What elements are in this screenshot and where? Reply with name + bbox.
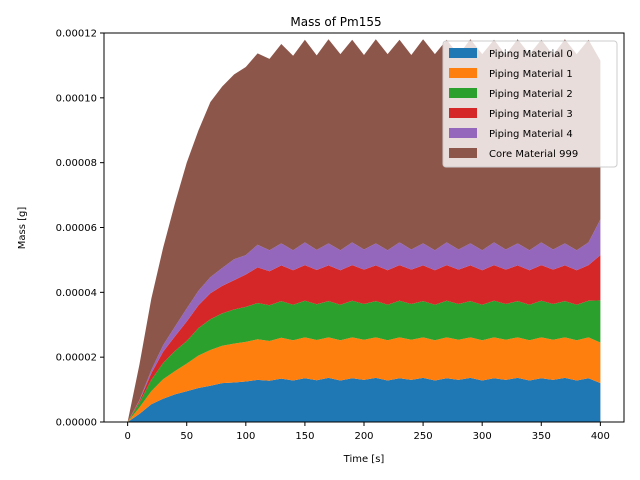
x-tick-label: 0 <box>124 431 130 442</box>
legend-label: Piping Material 2 <box>489 89 573 100</box>
legend-swatch <box>449 68 477 78</box>
y-tick-label: 0.00006 <box>56 223 97 234</box>
x-tick-label: 150 <box>295 431 314 442</box>
legend: Piping Material 0 Piping Material 1 Piping… <box>442 40 618 168</box>
legend-box <box>442 40 618 168</box>
legend-swatch <box>449 88 477 98</box>
legend-label: Piping Material 0 <box>489 49 573 60</box>
x-tick-label: 100 <box>236 431 255 442</box>
y-axis-label: Mass [g] <box>17 207 28 250</box>
legend-swatch <box>449 128 477 138</box>
y-tick-label: 0.00004 <box>56 288 97 299</box>
legend-label: Piping Material 1 <box>489 69 573 80</box>
area-series-1 <box>127 337 601 422</box>
y-tick-label: 0.00002 <box>56 353 97 364</box>
area-series-2 <box>127 300 601 422</box>
x-axis: 0 50 100 150 200 250 300 350 400 <box>124 422 610 442</box>
legend-swatch <box>449 148 477 158</box>
x-tick-label: 200 <box>354 431 373 442</box>
x-tick-label: 300 <box>473 431 492 442</box>
x-axis-label: Time [s] <box>343 454 385 465</box>
legend-label: Piping Material 4 <box>489 129 573 140</box>
x-tick-label: 50 <box>180 431 193 442</box>
legend-swatch <box>449 108 477 118</box>
legend-label: Piping Material 3 <box>489 109 573 120</box>
area-series-3 <box>127 255 601 422</box>
x-tick-label: 350 <box>532 431 551 442</box>
y-tick-label: 0.00000 <box>56 418 97 429</box>
legend-swatch <box>449 48 477 58</box>
x-tick-label: 250 <box>414 431 433 442</box>
y-tick-label: 0.00008 <box>56 158 97 169</box>
legend-label: Core Material 999 <box>489 149 578 160</box>
y-axis: 0.00000 0.00002 0.00004 0.00006 0.00008 0.000… <box>56 29 104 429</box>
area-series-4 <box>127 219 601 422</box>
x-tick-label: 400 <box>591 431 610 442</box>
y-tick-label: 0.00010 <box>56 93 97 104</box>
area-series-0 <box>127 377 601 422</box>
chart-title: Mass of Pm155 <box>290 15 381 29</box>
y-tick-label: 0.00012 <box>56 29 97 40</box>
